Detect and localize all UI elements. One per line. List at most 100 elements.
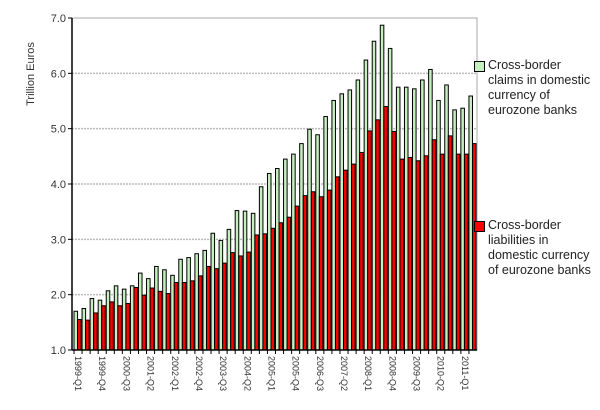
bar-claims (250, 212, 256, 351)
bar-liabilities (222, 262, 227, 351)
x-tick-label: 2009-Q3 (412, 356, 422, 391)
bar-claims (202, 249, 208, 351)
bar-liabilities (197, 275, 203, 351)
bar-liabilities (246, 251, 251, 351)
bar-claims (395, 86, 401, 351)
bar-liabilities (286, 216, 292, 351)
bar-liabilities (431, 139, 437, 351)
bar-claims (194, 253, 199, 351)
bar-claims (452, 109, 457, 351)
bar-liabilities (238, 255, 243, 351)
bar-claims (275, 168, 280, 351)
bar-claims (460, 107, 465, 351)
bar-liabilities (439, 153, 445, 351)
legend-item-liabilities: Cross-border liabilities in domestic cur… (474, 218, 598, 278)
bar-liabilities (407, 156, 413, 351)
legend-item-claims: Cross-border claims in domestic currency… (474, 58, 598, 118)
bar-liabilities (278, 222, 284, 351)
x-tick-label: 2004-Q2 (242, 356, 252, 391)
bar-claims (242, 210, 248, 351)
bar-claims (307, 128, 312, 351)
bar-liabilities (109, 301, 114, 351)
bar-claims (129, 285, 135, 351)
bar-claims (403, 86, 409, 351)
bar-liabilities (189, 280, 195, 351)
bar-claims (210, 232, 216, 351)
bar-claims (162, 269, 167, 351)
bar-liabilities (359, 151, 364, 351)
bar-liabilities (463, 153, 469, 351)
bar-claims (299, 143, 304, 351)
bar-liabilities (343, 169, 348, 351)
bar-claims (363, 59, 369, 351)
bar-liabilities (334, 176, 340, 351)
x-tick-label: 2002-Q4 (194, 356, 204, 391)
bar-claims (444, 84, 449, 351)
bar-claims (420, 79, 425, 351)
bar-liabilities (310, 191, 316, 351)
bar-liabilities (165, 293, 171, 351)
x-tick-label: 2008-Q1 (363, 356, 373, 391)
bar-claims (379, 24, 385, 351)
bar-claims (137, 272, 143, 351)
bar-claims (113, 285, 119, 351)
bar-liabilities (93, 312, 98, 351)
legend-swatch-liabilities (474, 221, 485, 232)
bar-claims (73, 310, 79, 351)
y-tick-label: 7.0 (51, 13, 66, 25)
x-tick-label: 1999-Q4 (97, 356, 107, 391)
bar-liabilities (294, 205, 300, 351)
bar-claims (218, 239, 224, 351)
x-tick-label: 2005-Q1 (266, 356, 276, 391)
bar-claims (258, 186, 264, 351)
bar-claims (154, 265, 159, 351)
bar-liabilities (455, 153, 461, 351)
bar-liabilities (399, 158, 404, 351)
bar-claims (81, 308, 87, 351)
x-tick-label: 2003-Q3 (218, 356, 228, 391)
bar-liabilities (149, 287, 155, 351)
bar-liabilities (77, 319, 82, 351)
y-tick-label: 2.0 (51, 290, 66, 302)
bar-liabilities (214, 268, 219, 351)
bar-liabilities (351, 163, 356, 351)
bar-claims (234, 210, 240, 351)
bar-claims (323, 115, 328, 351)
bar-claims (226, 228, 232, 351)
x-tick-label: 2007-Q2 (339, 356, 349, 391)
y-tick-label: 4.0 (51, 179, 66, 191)
bar-liabilities (254, 234, 259, 351)
bar-claims (428, 68, 433, 351)
bar-claims (105, 290, 111, 351)
bar-claims (170, 274, 175, 351)
bar-claims (283, 158, 288, 351)
bar-claims (347, 89, 353, 351)
x-tick-label: 2006-Q3 (315, 356, 325, 391)
bar-liabilities (117, 305, 122, 351)
x-tick-label: 2002-Q1 (170, 356, 180, 391)
bar-claims (146, 278, 151, 351)
bar-liabilities (125, 303, 130, 351)
bar-liabilities (447, 135, 453, 351)
x-tick-label: 2010-Q2 (436, 356, 446, 391)
bar-liabilities (375, 119, 380, 351)
y-axis-label: Trillion Euros (25, 42, 37, 106)
x-tick-label: 2001-Q2 (146, 356, 156, 391)
bar-liabilities (367, 130, 372, 351)
bar-claims (291, 153, 296, 351)
bar-claims (315, 134, 320, 351)
bar-liabilities (326, 189, 332, 351)
bar-liabilities (85, 319, 90, 351)
bar-claims (339, 93, 345, 351)
bar-liabilities (423, 155, 429, 351)
legend-swatch-claims (474, 61, 485, 72)
y-tick-label: 5.0 (51, 124, 66, 136)
bar-claims (89, 298, 95, 351)
bar-liabilities (206, 265, 211, 351)
bar-liabilities (391, 130, 396, 351)
bar-claims (97, 299, 103, 351)
bar-liabilities (262, 233, 267, 351)
bar-liabilities (302, 195, 308, 351)
bar-liabilities (101, 305, 106, 351)
